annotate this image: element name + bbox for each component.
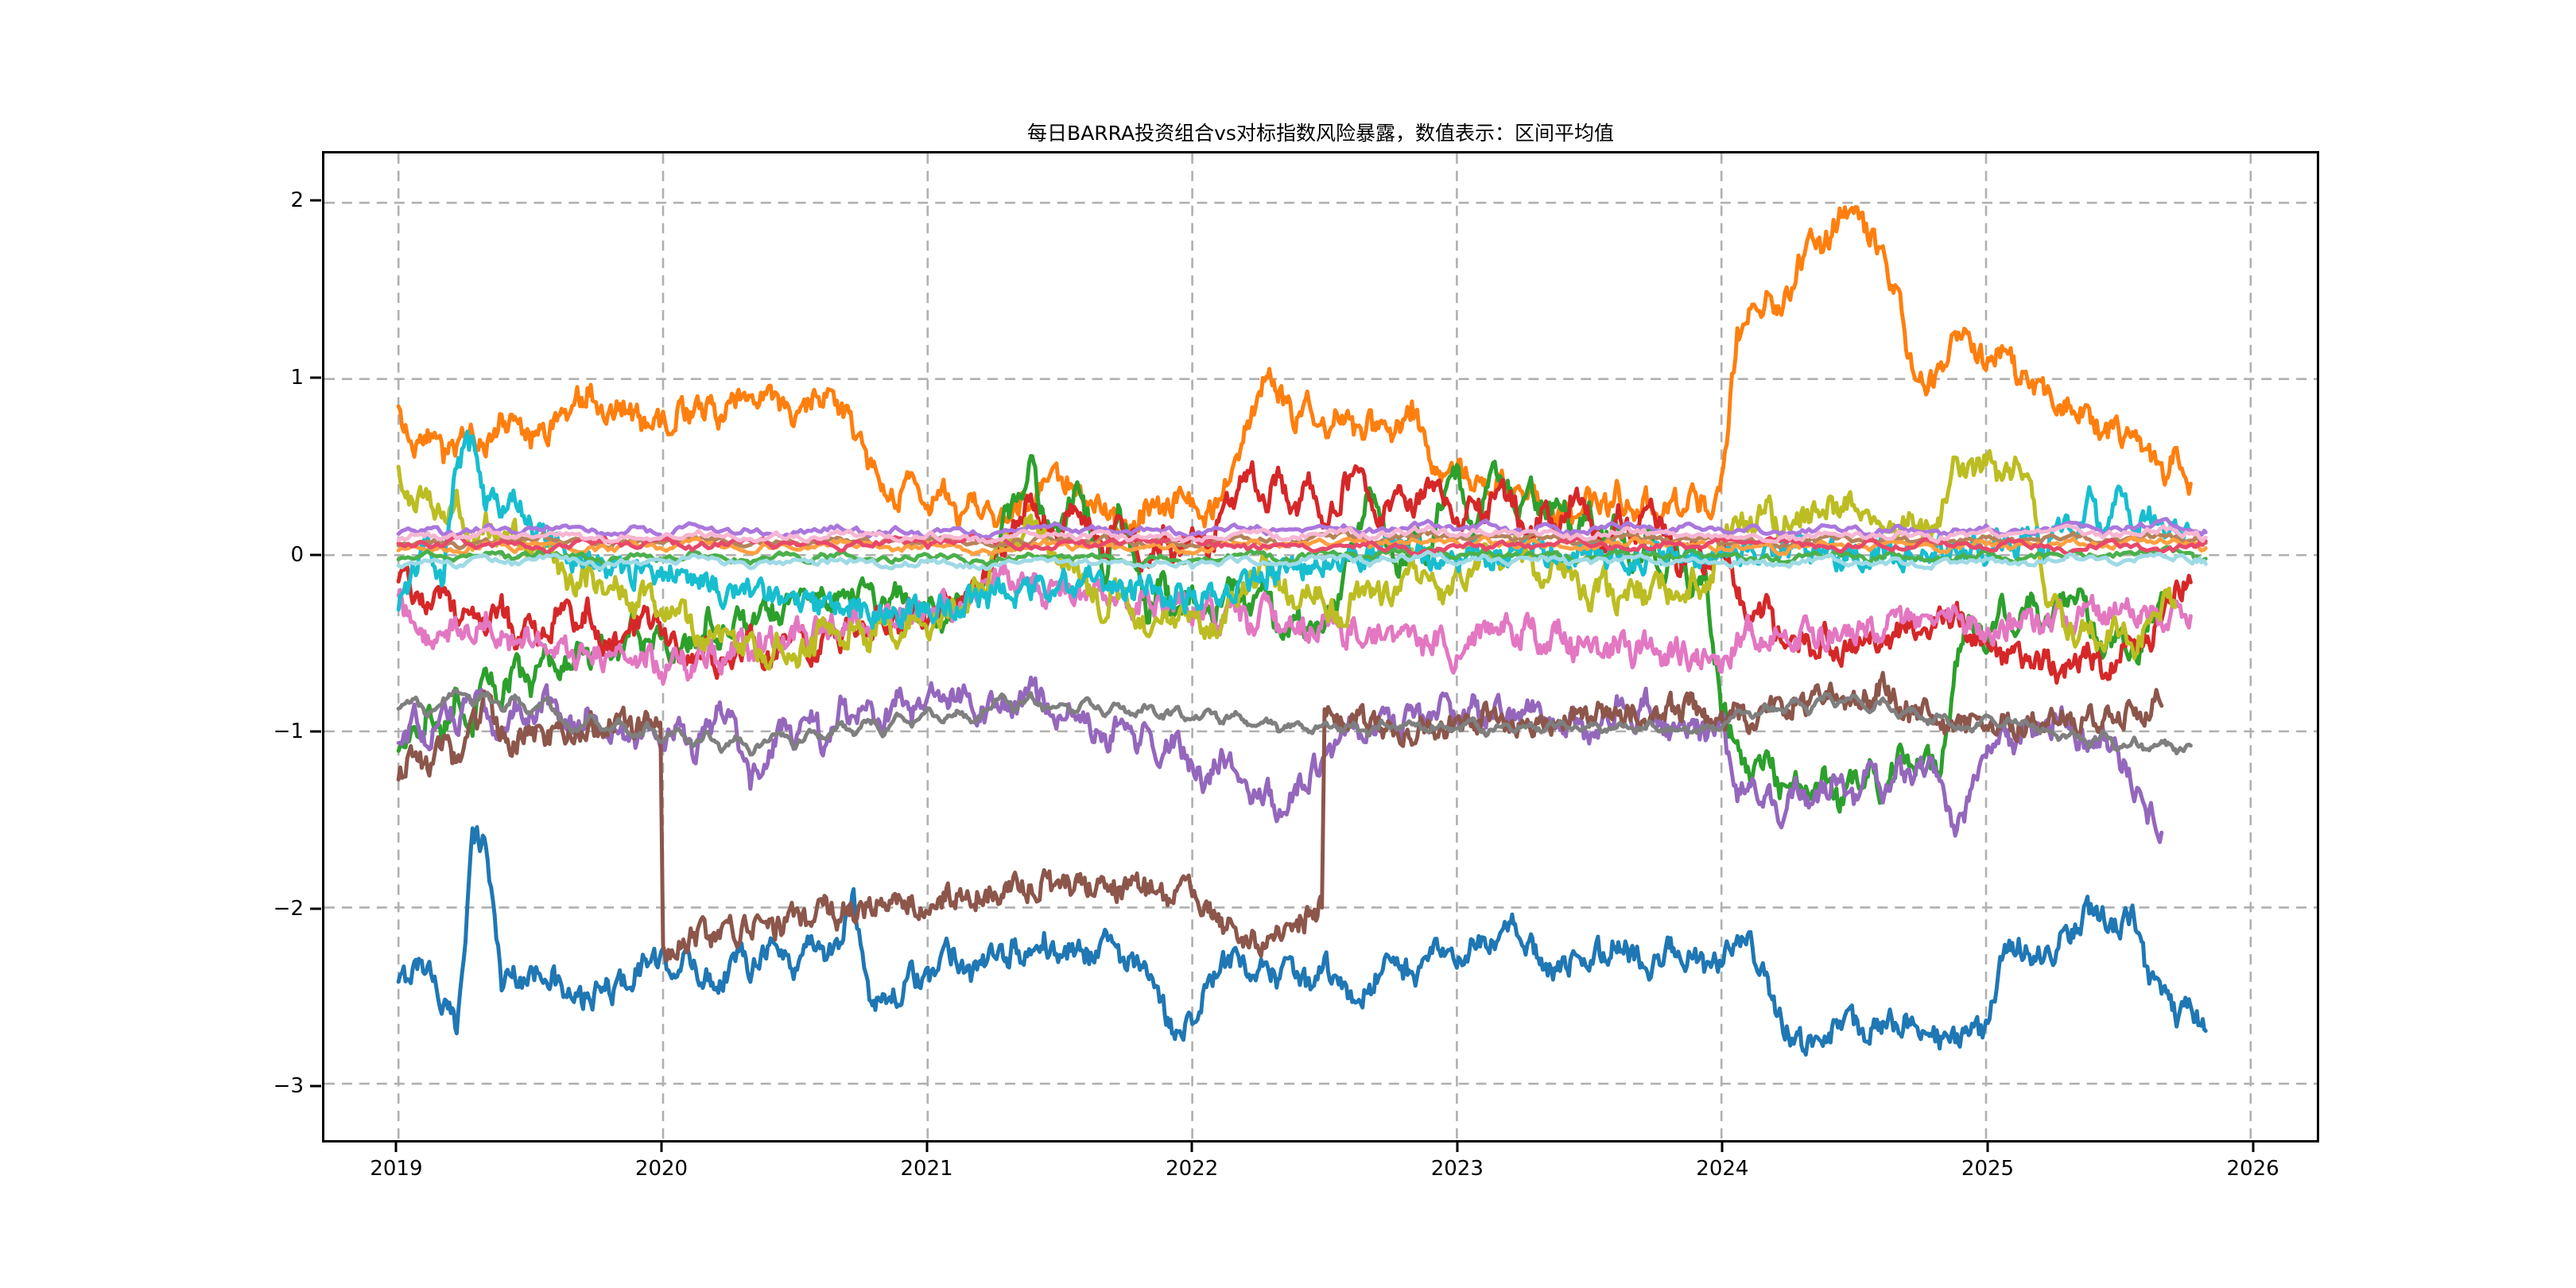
y-tick-label: −2 [273,897,304,921]
x-tick-mark [1721,1143,1724,1152]
x-tick-mark [660,1143,663,1152]
y-tick-label: 1 [290,366,304,390]
chart-title: 每日BARRA投资组合vs对标指数风险暴露，数值表示：区间平均值 [1027,122,1614,145]
x-tick-label: 2020 [634,1157,689,1181]
x-tick-mark [925,1143,929,1152]
y-tick-label: 2 [290,188,304,213]
y-tick-mark [310,376,321,379]
series-line [396,675,2164,844]
x-tick-mark [394,1143,398,1152]
y-tick-mark [310,199,321,202]
series-group [396,204,2208,1057]
x-tick-mark [1456,1143,1459,1152]
y-tick-mark [310,730,321,733]
y-tick-label: 0 [290,542,304,567]
series-line [396,549,2208,572]
y-tick-mark [310,1084,321,1088]
y-axis-tick-labels: 2 1 0 −1 −2 −3 [246,151,321,1143]
x-tick-label: 2019 [370,1157,423,1181]
x-tick-label: 2023 [1430,1157,1484,1181]
line-chart-svg [324,153,2317,1140]
x-tick-label: 2026 [2226,1157,2279,1181]
x-tick-mark [1190,1143,1193,1152]
y-tick-label: −3 [273,1073,304,1098]
series-line [396,528,2208,551]
y-tick-mark [310,907,321,910]
series-line [396,824,2208,1057]
series-line [396,688,2193,757]
x-tick-label: 2025 [1961,1157,2015,1181]
x-tick-label: 2021 [900,1157,953,1181]
y-tick-mark [310,553,321,557]
series-line [396,448,2178,671]
series-line [396,562,2193,686]
series-line [396,533,2208,557]
series-line [396,523,2208,545]
x-axis-tick-labels: 2019 2020 2021 2022 2023 2024 2025 2026 [322,1143,2319,1184]
plot-area [322,151,2319,1143]
x-tick-mark [2252,1143,2255,1152]
x-tick-label: 2022 [1166,1157,1219,1181]
y-tick-label: −1 [273,720,304,744]
x-tick-mark [1986,1143,1989,1152]
series-line [396,204,2193,537]
x-tick-label: 2024 [1696,1157,1749,1181]
